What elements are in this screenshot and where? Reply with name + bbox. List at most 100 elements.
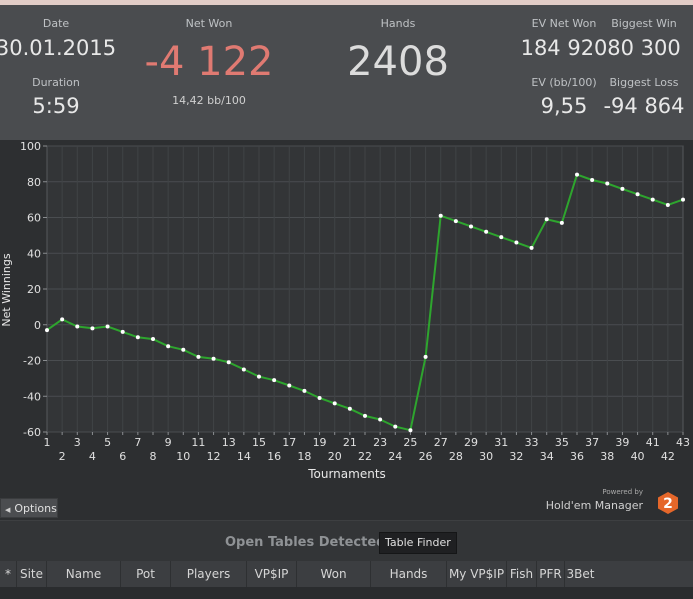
x-tick-label: 12 xyxy=(207,450,221,463)
biggest-win-value: 80 300 xyxy=(607,36,681,60)
data-point xyxy=(575,172,579,177)
y-tick-label: 20 xyxy=(27,283,41,296)
data-point xyxy=(484,229,489,234)
x-tick-label: 18 xyxy=(297,450,311,463)
x-tick-label: 42 xyxy=(661,450,675,463)
biggest-win-label: Biggest Win xyxy=(611,17,677,30)
x-tick-label: 33 xyxy=(525,436,539,449)
ev-bb100-value: 9,55 xyxy=(540,94,588,118)
x-tick-label: 2 xyxy=(59,450,66,463)
data-point xyxy=(393,424,398,429)
y-tick-label: -20 xyxy=(23,355,41,368)
data-point xyxy=(363,413,367,418)
data-point xyxy=(332,401,337,406)
data-point xyxy=(257,374,261,379)
data-point xyxy=(60,317,65,322)
x-tick-label: 41 xyxy=(646,436,660,449)
x-tick-label: 26 xyxy=(419,450,433,463)
x-tick-label: 29 xyxy=(464,436,478,449)
x-tick-label: 36 xyxy=(570,450,584,463)
data-point xyxy=(226,360,231,365)
data-point xyxy=(181,347,186,352)
data-point xyxy=(469,224,473,229)
x-tick-label: 10 xyxy=(176,450,190,463)
data-point xyxy=(423,354,428,359)
net-won-label: Net Won xyxy=(185,17,233,30)
brand-logo-text: 2 xyxy=(663,496,673,512)
column-header-name[interactable]: Name xyxy=(46,561,120,587)
data-point xyxy=(241,367,246,372)
data-point xyxy=(650,197,655,202)
data-point xyxy=(45,328,49,333)
data-point xyxy=(302,388,307,393)
data-point xyxy=(620,186,625,191)
column-header-3bet[interactable]: 3Bet xyxy=(564,561,596,587)
x-tick-label: 9 xyxy=(165,436,172,449)
column-header-my-vpip[interactable]: My VP$IP xyxy=(446,561,506,587)
duration-value: 5:59 xyxy=(32,94,80,118)
data-point xyxy=(681,197,685,202)
column-header-pfr[interactable]: PFR xyxy=(536,561,564,587)
data-point xyxy=(590,177,595,182)
hands-label: Hands xyxy=(380,17,416,30)
x-tick-label: 39 xyxy=(615,436,629,449)
data-point xyxy=(317,396,322,401)
x-tick-label: 15 xyxy=(252,436,266,449)
data-point xyxy=(166,344,171,349)
y-axis-label: Net Winnings xyxy=(0,253,13,326)
table-rows-area xyxy=(0,587,693,599)
column-header-vpip[interactable]: VP$IP xyxy=(246,561,296,587)
data-point xyxy=(544,217,549,222)
column-header-star[interactable]: * xyxy=(5,567,11,581)
x-axis-label: Tournaments xyxy=(307,467,386,481)
x-tick-label: 11 xyxy=(191,436,205,449)
column-header-hands[interactable]: Hands xyxy=(370,561,446,587)
data-point xyxy=(499,235,504,240)
column-header-fish[interactable]: Fish xyxy=(506,561,536,587)
column-header-site[interactable]: Site xyxy=(16,561,46,587)
table-finder-button[interactable]: Table Finder xyxy=(379,532,457,554)
open-tables-title: Open Tables Detected xyxy=(225,535,386,550)
data-point xyxy=(408,428,413,433)
session-stats-panel: Date 30.01.2015 Duration 5:59 Net Won -4… xyxy=(0,5,693,140)
window-top-border xyxy=(0,0,693,5)
x-tick-label: 38 xyxy=(600,450,614,463)
column-header-won[interactable]: Won xyxy=(296,561,370,587)
x-tick-label: 22 xyxy=(358,450,372,463)
chevron-left-icon: ◀ xyxy=(5,506,11,514)
net-winnings-chart: -60 -40 -20 0 20 40 60 80 100 1 2 3 4 5 6 7 8 9 10 11 12 13 14… xyxy=(0,140,693,520)
y-tick-label: 80 xyxy=(27,176,41,189)
bb100-value: 14,42 bb/100 xyxy=(172,94,246,107)
ev-bb100-label: EV (bb/100) xyxy=(531,76,597,89)
biggest-loss-label: Biggest Loss xyxy=(609,76,679,89)
x-tick-label: 43 xyxy=(676,436,690,449)
x-tick-label: 35 xyxy=(555,436,569,449)
data-point xyxy=(196,354,201,359)
data-point xyxy=(151,337,155,342)
data-point xyxy=(90,326,95,331)
column-header-players[interactable]: Players xyxy=(170,561,246,587)
x-tick-label: 31 xyxy=(494,436,508,449)
x-tick-label: 25 xyxy=(403,436,417,449)
data-point xyxy=(272,378,277,383)
chart-svg: -60-40-200204060801001234567891011121314… xyxy=(0,140,690,481)
data-point xyxy=(347,406,352,411)
x-tick-label: 37 xyxy=(585,436,599,449)
x-tick-label: 40 xyxy=(631,450,645,463)
x-tick-label: 30 xyxy=(479,450,493,463)
data-point xyxy=(438,213,443,218)
data-point xyxy=(287,383,292,388)
y-tick-label: -40 xyxy=(23,390,41,403)
date-label: Date xyxy=(42,17,70,30)
net-won-value: -4 122 xyxy=(144,39,274,85)
y-tick-label: 100 xyxy=(20,140,41,153)
x-tick-label: 5 xyxy=(104,436,111,449)
x-tick-label: 20 xyxy=(328,450,342,463)
date-value: 30.01.2015 xyxy=(0,36,117,60)
data-point xyxy=(120,329,125,334)
brand-name: Hold'em Manager xyxy=(545,499,643,512)
options-button[interactable]: ◀ Options xyxy=(0,498,58,518)
column-header-pot[interactable]: Pot xyxy=(120,561,170,587)
data-point xyxy=(211,356,216,361)
data-point xyxy=(605,181,610,186)
